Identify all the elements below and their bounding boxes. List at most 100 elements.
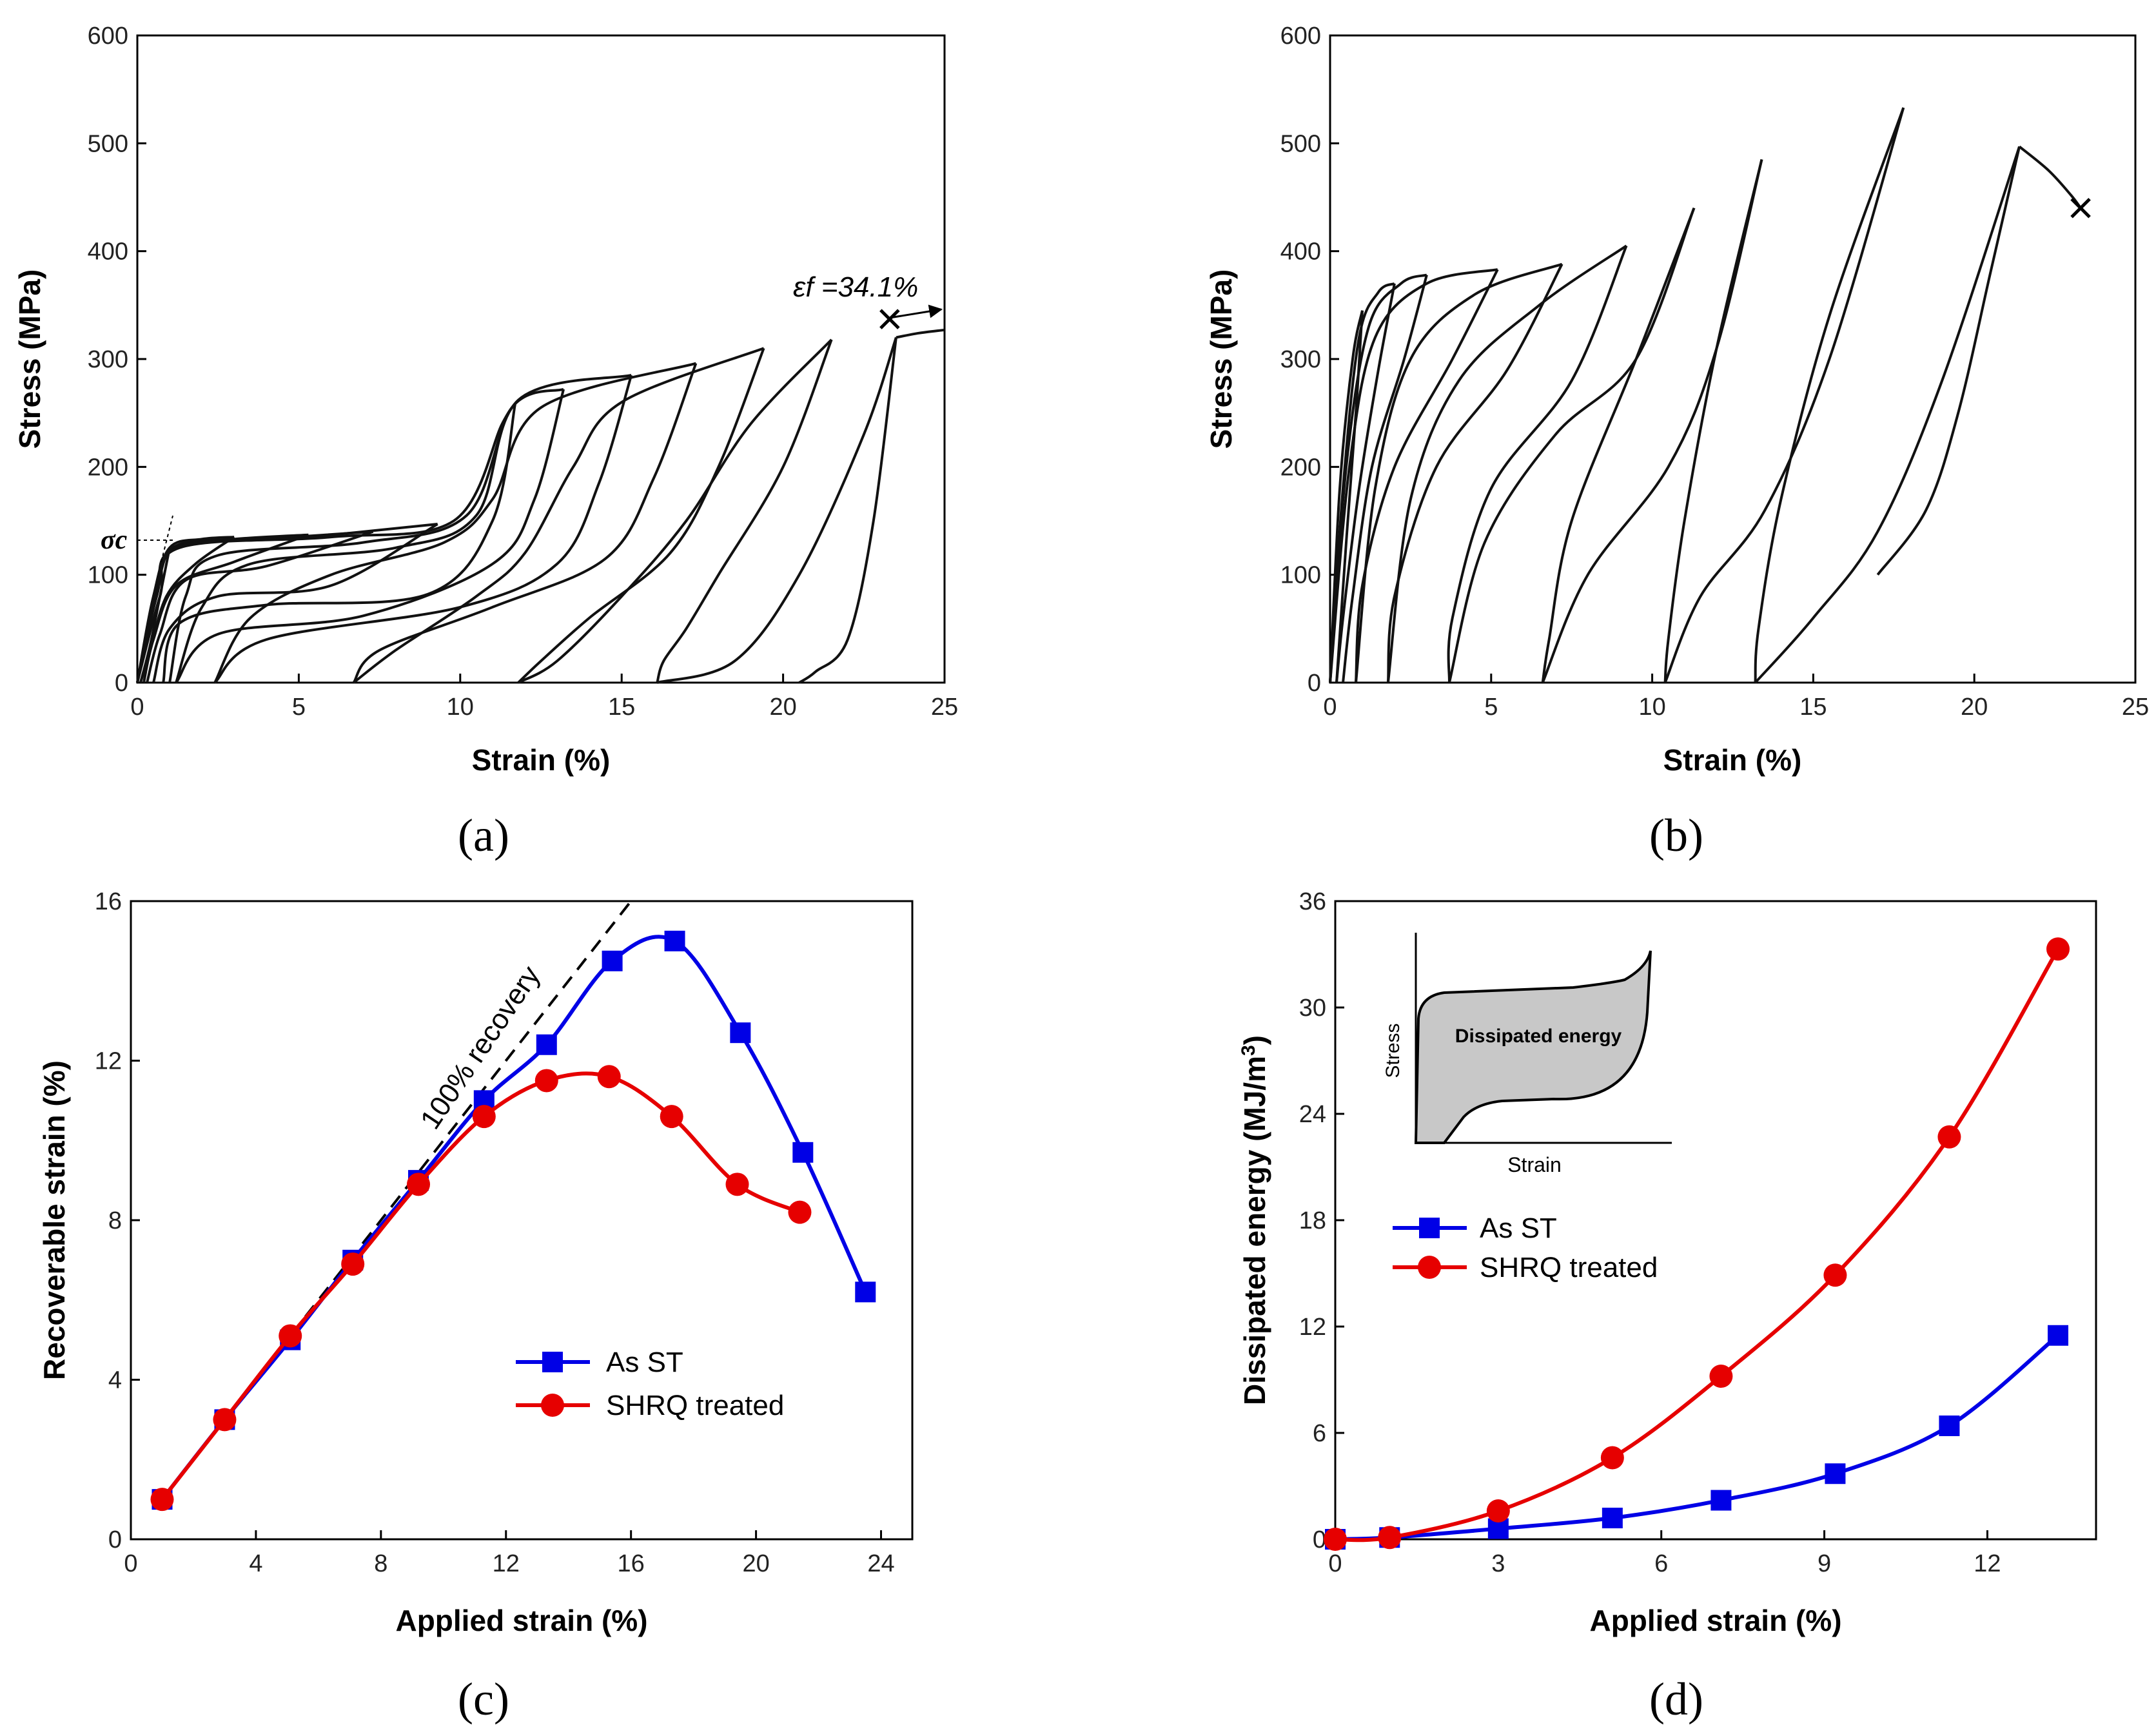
legend-marker-shrq-d	[1418, 1256, 1441, 1279]
data-point-circle	[1324, 1528, 1347, 1551]
y-tick-label: 18	[1299, 1207, 1326, 1234]
data-point-circle	[279, 1324, 302, 1348]
load-curve	[353, 347, 765, 684]
x-ticks-b: 0 5 10 15 20 25	[1323, 674, 2149, 721]
y-tick-label: 400	[1280, 238, 1321, 266]
loop-cycle-12	[656, 336, 897, 684]
loop-cycle-4	[1329, 268, 1499, 683]
y-tick-label: 4	[108, 1367, 122, 1394]
load-curve	[213, 362, 696, 683]
load-curve	[1386, 244, 1627, 683]
x-tick-label: 15	[1799, 694, 1827, 721]
series-line-shrq-treated	[161, 1071, 801, 1501]
data-point-circle	[2046, 937, 2070, 961]
loop-final	[2018, 145, 2082, 209]
data-point-circle	[150, 1488, 174, 1512]
inset-loop	[1414, 950, 1652, 1144]
y-tick-label: 0	[108, 1526, 122, 1553]
y-tick-label: 0	[115, 670, 128, 697]
unload-curve	[1663, 159, 1763, 683]
data-point-circle	[1709, 1365, 1733, 1388]
sigma-c-label: σc	[101, 525, 128, 555]
x-ticks-a: 0 5 10 15 20 25	[130, 674, 958, 721]
unload-curve	[798, 337, 897, 684]
data-point-square	[1602, 1508, 1623, 1528]
load-curve	[175, 374, 632, 683]
unload-curve	[1355, 269, 1499, 683]
panel-label-d: (d)	[1649, 1673, 1703, 1725]
panel-c: 0 4 8 12 16 20 24 0 4 8 12 16 Applied strain (%) R…	[37, 888, 914, 1725]
x-tick-label: 8	[374, 1550, 387, 1577]
data-point-circle	[660, 1105, 683, 1129]
x-tick-label: 25	[2122, 694, 2149, 721]
unload-curve	[1342, 274, 1428, 683]
loop-cycle-9	[213, 362, 698, 684]
x-tick-label: 20	[769, 694, 796, 721]
y-tick-label: 200	[1280, 454, 1321, 481]
load-curve	[1541, 159, 1763, 683]
x-tick-label: 10	[447, 694, 474, 721]
y-tick-label: 8	[108, 1207, 122, 1234]
x-tick-label: 3	[1491, 1550, 1505, 1577]
panel-b: 0 5 10 15 20 25 0 100 200 300 400 500 600 Strain (%…	[1204, 23, 2149, 861]
y-tick-label: 30	[1299, 995, 1326, 1022]
fracture-arrow	[889, 304, 943, 319]
load-curve	[896, 328, 945, 339]
x-tick-label: 24	[867, 1550, 894, 1577]
loop-cycle-8	[175, 374, 633, 684]
stress-strain-loops-a	[136, 328, 945, 684]
y-tick-label: 0	[1308, 670, 1321, 697]
data-point-circle	[534, 1069, 558, 1093]
data-point-circle	[1823, 1263, 1847, 1287]
unload-curve	[1876, 146, 2021, 576]
loop-cycle-3	[1329, 273, 1428, 683]
inset-diagram: Dissipated energy Strain Stress	[1382, 933, 1672, 1176]
x-tick-label: 6	[1654, 1550, 1668, 1577]
load-curve	[656, 336, 897, 684]
x-axis-label-d: Applied strain (%)	[1589, 1604, 1841, 1637]
fracture-marker-b	[2070, 197, 2091, 219]
data-point-circle	[472, 1105, 496, 1129]
legend-label-shrq-d: SHRQ treated	[1480, 1252, 1658, 1283]
x-tick-label: 4	[249, 1550, 262, 1577]
unload-curve	[1754, 107, 1905, 683]
unload-curve	[1447, 245, 1628, 683]
x-tick-label: 0	[1323, 694, 1337, 721]
unload-curve	[175, 389, 565, 684]
y-tick-label: 200	[88, 454, 128, 481]
data-point-circle	[1600, 1446, 1624, 1470]
y-axis-label-c: Recoverable strain (%)	[37, 1060, 71, 1380]
y-ticks-d: 0 6 12 18 24 30 36	[1299, 888, 1344, 1553]
data-point-square	[664, 930, 685, 951]
loop-cycle-10	[353, 347, 765, 684]
unload-curve	[213, 375, 633, 684]
stress-strain-loops-b	[1329, 107, 2082, 684]
x-tick-label: 16	[618, 1550, 645, 1577]
legend-label-shrq-c: SHRQ treated	[606, 1390, 784, 1421]
legend-label-as-st-d: As ST	[1480, 1212, 1557, 1244]
load-curve	[1447, 207, 1696, 683]
unload-curve	[1335, 283, 1396, 683]
x-axis-label-a: Strain (%)	[472, 743, 611, 777]
x-tick-label: 12	[493, 1550, 520, 1577]
y-tick-label: 100	[88, 562, 128, 589]
data-point-circle	[788, 1200, 812, 1224]
y-tick-label: 36	[1299, 888, 1326, 915]
legend-label-as-st-c: As ST	[606, 1347, 683, 1378]
x-axis-label-c: Applied strain (%)	[395, 1604, 647, 1637]
x-tick-label: 20	[1961, 694, 1988, 721]
panel-a: 0 5 10 15 20 25 0 100 200 300 400 500 600 Strain (%…	[13, 23, 958, 861]
unload-curve	[352, 363, 698, 684]
x-marker-stroke	[879, 309, 900, 329]
panel-label-b: (b)	[1649, 810, 1703, 861]
legend-marker-as-st-c	[542, 1352, 563, 1372]
y-tick-label: 12	[1299, 1314, 1326, 1341]
x-tick-label: 0	[1328, 1550, 1342, 1577]
load-curve	[136, 404, 516, 683]
loop-cycle-8	[1541, 159, 1763, 683]
y-tick-label: 300	[88, 346, 128, 373]
y-tick-label: 500	[88, 130, 128, 157]
legend-c: As ST SHRQ treated	[516, 1347, 784, 1421]
